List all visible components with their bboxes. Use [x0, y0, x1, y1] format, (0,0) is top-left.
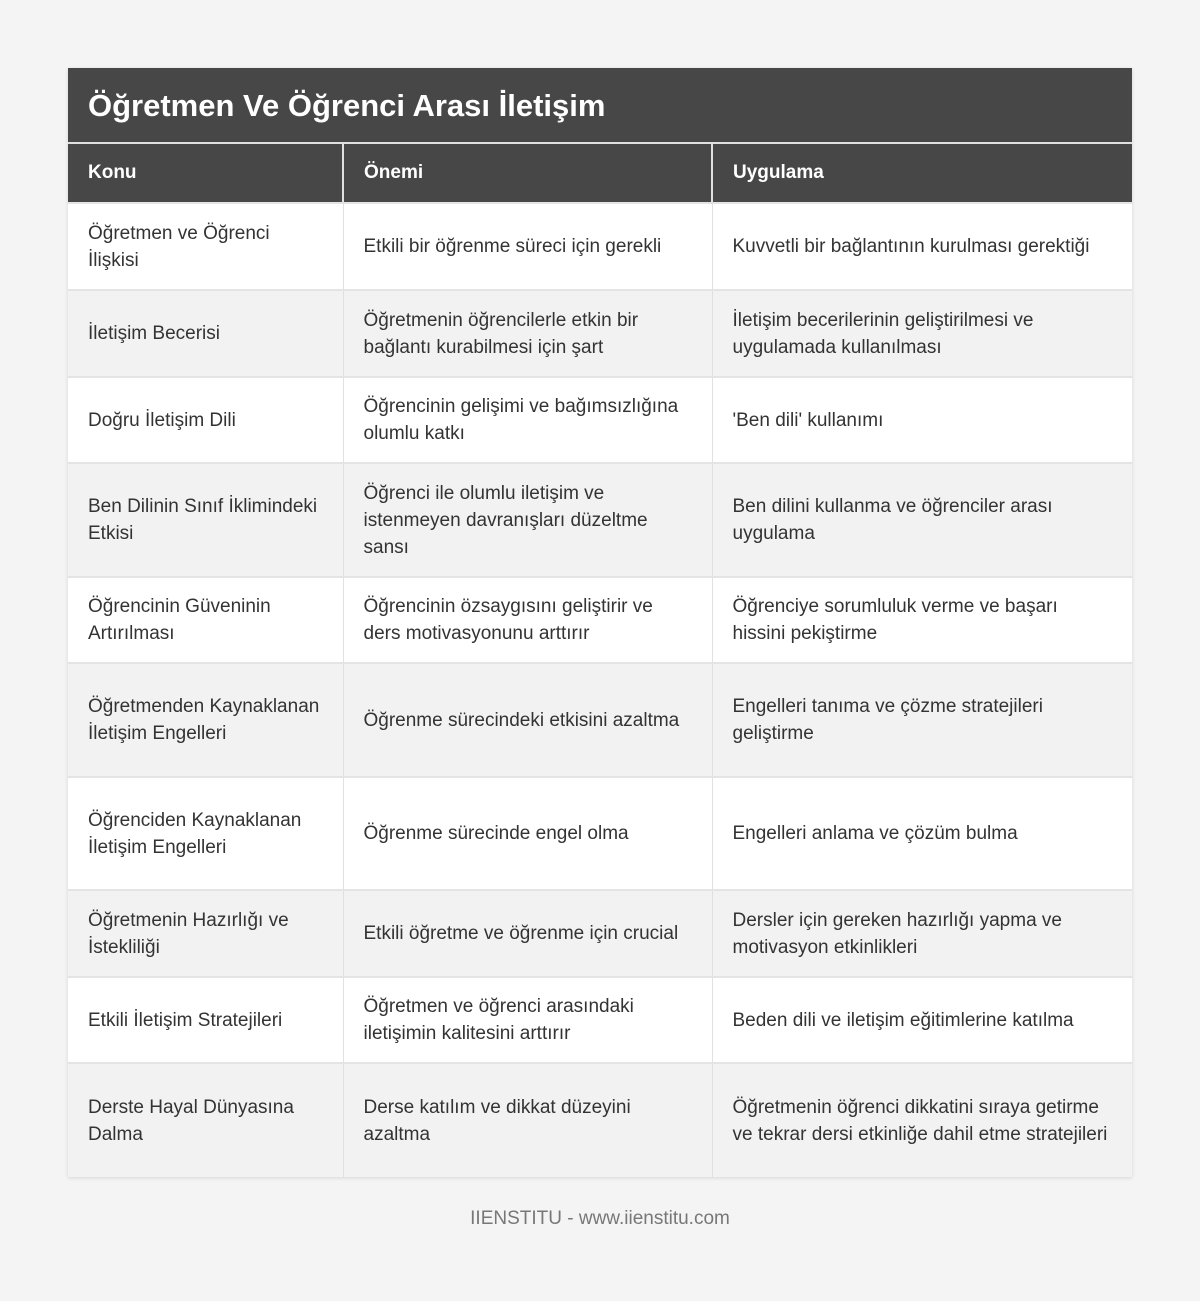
cell-topic: Öğretmenin Hazırlığı ve İstekliliği [68, 889, 344, 977]
cell-application: 'Ben dili' kullanımı [712, 376, 1132, 463]
cell-importance: Öğretmenin öğrencilerle etkin bir bağlan… [343, 289, 713, 377]
cell-topic: Doğru İletişim Dili [68, 376, 344, 463]
cell-importance: Etkili bir öğrenme süreci için gerekli [343, 202, 713, 290]
table-row: Ben Dilinin Sınıf İklimindeki Etkisi Öğre… [68, 462, 1132, 577]
cell-application: Öğretmenin öğrenci dikkatini sıraya geti… [712, 1062, 1132, 1177]
cell-application: Kuvvetli bir bağlantının kurulması gerek… [712, 202, 1132, 290]
table-row: Öğretmenden Kaynaklanan İletişim Engelle… [68, 662, 1132, 777]
cell-importance: Öğrenme sürecindeki etkisini azaltma [343, 662, 713, 777]
table-row: Etkili İletişim Stratejileri Öğretmen ve … [68, 976, 1132, 1063]
data-table: Konu Önemi Uygulama Öğretmen ve Öğrenci … [68, 144, 1132, 1177]
column-header-uygulama: Uygulama [712, 144, 1132, 203]
cell-topic: Derste Hayal Dünyasına Dalma [68, 1062, 344, 1177]
table-row: Öğrencinin Güveninin Artırılması Öğrencin… [68, 576, 1132, 663]
cell-application: Ben dilini kullanma ve öğrenciler arası … [712, 462, 1132, 577]
cell-application: İletişim becerilerinin geliştirilmesi ve… [712, 289, 1132, 377]
cell-topic: Ben Dilinin Sınıf İklimindeki Etkisi [68, 462, 344, 577]
table-row: Öğretmen ve Öğrenci İlişkisi Etkili bir ö… [68, 202, 1132, 290]
column-header-konu: Konu [68, 144, 344, 203]
cell-importance: Öğrenci ile olumlu iletişim ve istenmeye… [343, 462, 713, 577]
cell-application: Dersler için gereken hazırlığı yapma ve … [712, 889, 1132, 977]
footer-text: IIENSTITU - www.iienstitu.com [470, 1208, 730, 1229]
column-header-onemi: Önemi [343, 144, 713, 203]
table-row: İletişim Becerisi Öğretmenin öğrencilerle… [68, 289, 1132, 377]
cell-topic: Öğrencinin Güveninin Artırılması [68, 576, 344, 663]
cell-topic: Öğretmen ve Öğrenci İlişkisi [68, 202, 344, 290]
cell-importance: Öğrenme sürecinde engel olma [343, 776, 713, 890]
table-row: Öğrenciden Kaynaklanan İletişim Engeller… [68, 776, 1132, 890]
cell-application: Öğrenciye sorumluluk verme ve başarı his… [712, 576, 1132, 663]
cell-importance: Öğretmen ve öğrenci arasındaki iletişimi… [343, 976, 713, 1063]
cell-importance: Derse katılım ve dikkat düzeyini azaltma [343, 1062, 713, 1177]
cell-importance: Etkili öğretme ve öğrenme için crucial [343, 889, 713, 977]
cell-topic: Öğretmenden Kaynaklanan İletişim Engelle… [68, 662, 344, 777]
cell-topic: İletişim Becerisi [68, 289, 344, 377]
table-card: Öğretmen Ve Öğrenci Arası İletişim Konu … [68, 68, 1132, 1177]
cell-topic: Öğrenciden Kaynaklanan İletişim Engeller… [68, 776, 344, 890]
cell-importance: Öğrencinin özsaygısını geliştirir ve der… [343, 576, 713, 663]
cell-application: Engelleri tanıma ve çözme stratejileri g… [712, 662, 1132, 777]
cell-importance: Öğrencinin gelişimi ve bağımsızlığına ol… [343, 376, 713, 463]
table-row: Öğretmenin Hazırlığı ve İstekliliği Etkil… [68, 889, 1132, 977]
table-row: Doğru İletişim Dili Öğrencinin gelişimi v… [68, 376, 1132, 463]
table-row: Derste Hayal Dünyasına Dalma Derse katılı… [68, 1062, 1132, 1177]
cell-topic: Etkili İletişim Stratejileri [68, 976, 344, 1063]
cell-application: Engelleri anlama ve çözüm bulma [712, 776, 1132, 890]
cell-application: Beden dili ve iletişim eğitimlerine katı… [712, 976, 1132, 1063]
page-title: Öğretmen Ve Öğrenci Arası İletişim [68, 68, 1132, 144]
header-row: Konu Önemi Uygulama [68, 144, 1132, 203]
